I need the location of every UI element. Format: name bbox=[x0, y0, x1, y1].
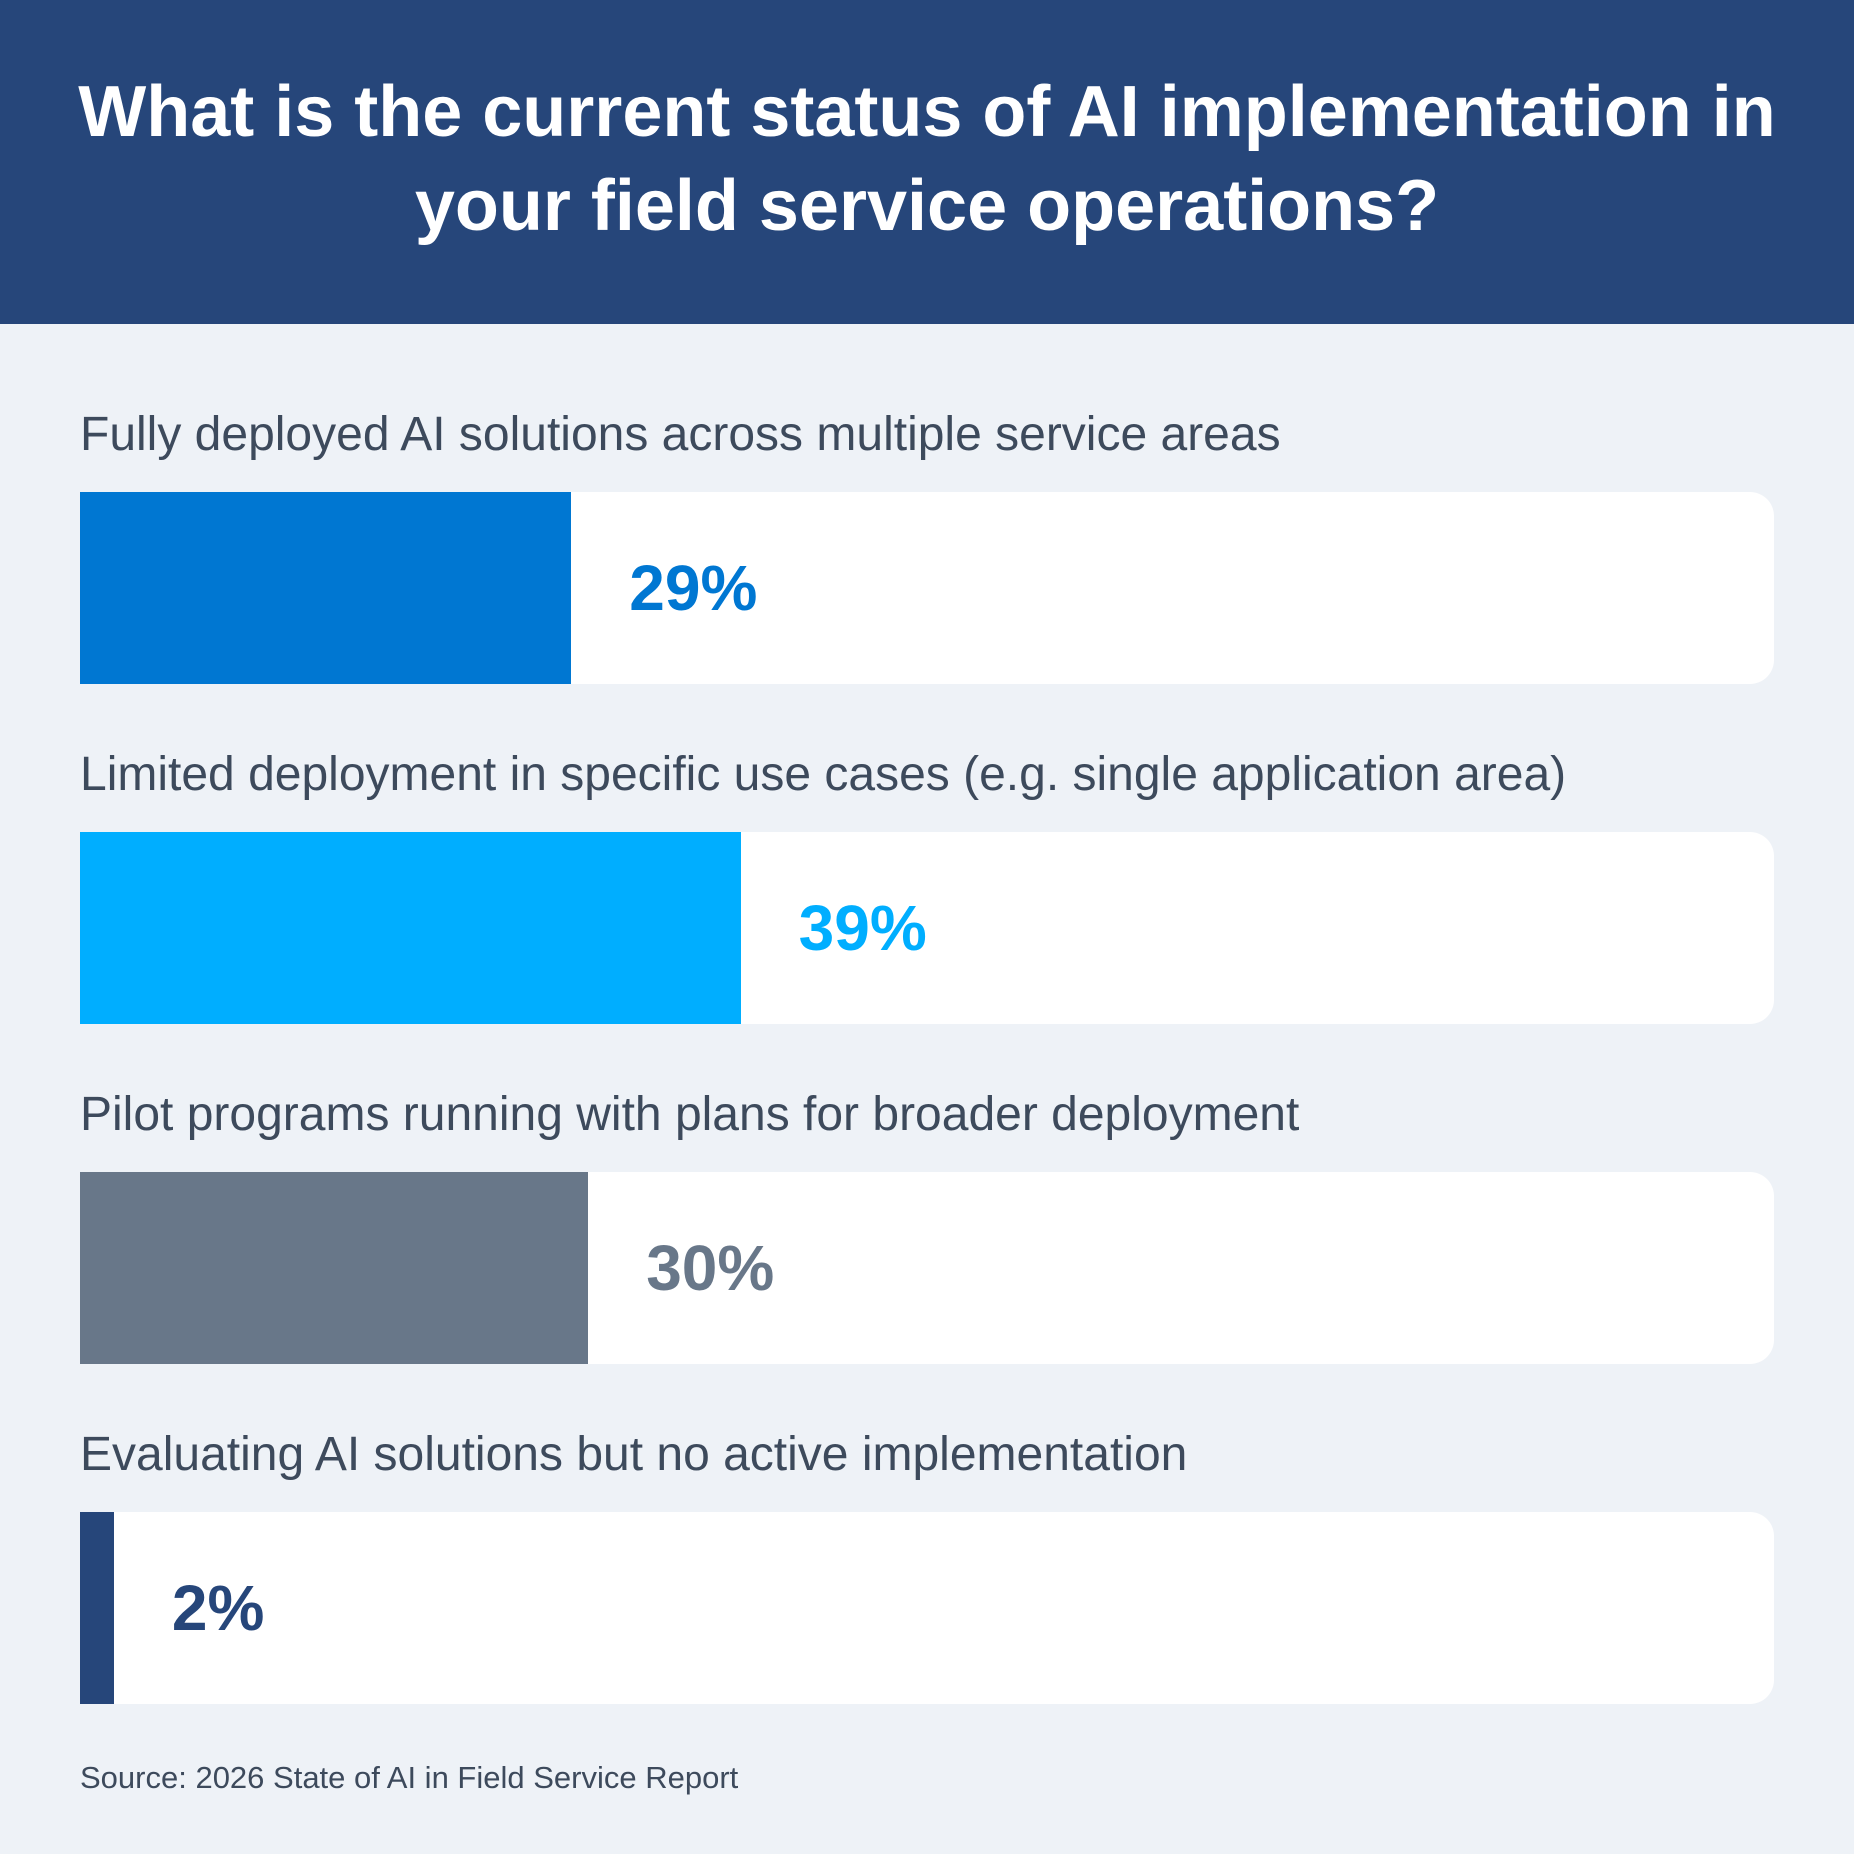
bar-track: 30% bbox=[80, 1172, 1774, 1364]
bar bbox=[80, 1512, 114, 1704]
value-label: 39% bbox=[798, 892, 927, 964]
bar bbox=[80, 832, 741, 1024]
bar-track: 39% bbox=[80, 832, 1774, 1024]
bar bbox=[80, 1172, 589, 1364]
category-label: Pilot programs running with plans for br… bbox=[80, 1088, 1300, 1141]
bar-track: 29% bbox=[80, 492, 1774, 684]
category-label: Fully deployed AI solutions across multi… bbox=[80, 408, 1281, 461]
bar-track: 2% bbox=[80, 1512, 1774, 1704]
source-note: Source: 2026 State of AI in Field Servic… bbox=[80, 1760, 739, 1795]
category-label: Evaluating AI solutions but no active im… bbox=[80, 1428, 1188, 1481]
header-banner: What is the current status of AI impleme… bbox=[0, 0, 1854, 324]
category-label: Limited deployment in specific use cases… bbox=[80, 748, 1567, 801]
chart-title: What is the current status of AI impleme… bbox=[78, 72, 1776, 246]
bar bbox=[80, 492, 572, 684]
value-label: 2% bbox=[171, 1572, 265, 1644]
value-label: 30% bbox=[646, 1232, 775, 1304]
value-label: 29% bbox=[629, 552, 758, 624]
